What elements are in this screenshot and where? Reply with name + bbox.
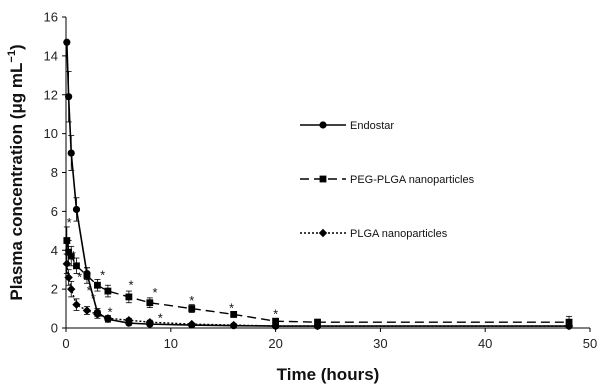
significance-star: *	[128, 277, 133, 292]
data-point	[63, 237, 71, 244]
legend-marker	[318, 228, 328, 238]
significance-star: *	[189, 293, 194, 308]
data-point	[65, 248, 73, 256]
series-line	[66, 263, 570, 327]
significance-annotations: ************ *	[67, 215, 279, 325]
legend-item: PEG-PLGA nanoparticles	[300, 174, 475, 186]
y-tick-label: 4	[51, 243, 58, 258]
data-point	[72, 205, 81, 214]
y-axis-title: Plasma concentration (μg mL−1)	[6, 44, 26, 300]
data-point	[94, 281, 101, 289]
x-tick-label: 40	[478, 336, 492, 351]
significance-star: *	[158, 310, 163, 325]
data-point	[65, 93, 73, 101]
legend-marker	[319, 121, 327, 129]
series-endostar	[63, 38, 573, 330]
series-line	[66, 240, 570, 323]
data-point	[146, 299, 154, 307]
y-tick-label: 14	[44, 48, 58, 63]
data-point	[73, 262, 80, 270]
significance-star: *	[153, 285, 158, 300]
legend-label: PEG-PLGA nanoparticles	[350, 174, 475, 186]
legend-item: Endostar	[300, 120, 394, 132]
x-axis-title: Time (hours)	[277, 365, 380, 384]
data-point	[564, 321, 574, 331]
data-point	[67, 149, 75, 157]
series-plga-nanoparticles	[62, 253, 574, 331]
significance-star: *	[273, 306, 278, 321]
data-point	[83, 272, 91, 279]
legend-label: Endostar	[350, 120, 394, 132]
data-point	[145, 317, 155, 327]
y-tick-label: 16	[44, 10, 58, 25]
significance-star: *	[91, 291, 96, 306]
significance-star: *	[87, 283, 92, 298]
x-tick-label: 10	[164, 336, 178, 351]
data-point	[230, 310, 238, 318]
x-tick-label: 50	[583, 336, 597, 351]
x-tick-label: 30	[373, 336, 387, 351]
legend-label: PLGA nanoparticles	[350, 228, 448, 240]
legend-marker	[319, 175, 327, 183]
data-point	[103, 314, 113, 323]
data-point	[313, 321, 322, 331]
significance-star: *	[71, 248, 76, 263]
significance-star: *	[229, 301, 234, 316]
y-tick-label: 6	[51, 204, 58, 219]
series-peg-plga-nanoparticles	[63, 226, 573, 329]
data-point	[124, 316, 134, 325]
data-point	[271, 321, 280, 331]
significance-star: *	[77, 270, 82, 285]
significance-star: *	[107, 305, 112, 320]
legend-item: PLGA nanoparticles	[300, 228, 448, 240]
legend: Endostar PEG-PLGA nanoparticles PLGA nanop…	[300, 120, 475, 240]
data-point	[229, 320, 238, 330]
data-point	[82, 306, 92, 315]
data-point	[72, 300, 81, 309]
data-point	[104, 287, 112, 295]
significance-star: *	[67, 215, 72, 230]
data-point	[188, 305, 196, 312]
data-point	[62, 259, 72, 269]
data-point	[67, 252, 75, 260]
y-tick-label: 0	[51, 321, 58, 336]
data-point	[272, 317, 279, 325]
y-tick-label: 2	[51, 282, 58, 297]
x-tick-label: 20	[268, 336, 282, 351]
data-point	[125, 293, 133, 301]
y-tick-label: 10	[44, 126, 58, 141]
data-point	[93, 310, 102, 319]
series-line	[66, 42, 570, 327]
axes: 0 2 4 6 8 10 12 14 16 0 10 20 30 40 50	[44, 10, 598, 352]
data-point	[67, 284, 76, 294]
data-point	[64, 273, 73, 282]
series-layer	[62, 38, 574, 331]
y-tick-label: 8	[51, 165, 58, 180]
significance-star: *	[100, 268, 105, 283]
data-point	[187, 319, 196, 329]
data-point	[63, 38, 71, 46]
x-tick-label: 0	[62, 336, 69, 351]
y-tick-label: 12	[44, 87, 58, 102]
